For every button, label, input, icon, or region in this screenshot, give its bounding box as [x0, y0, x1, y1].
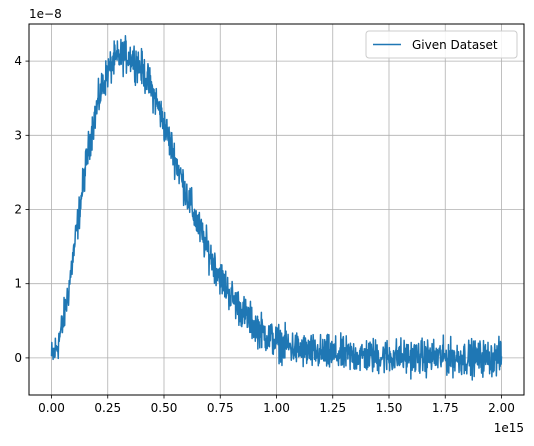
y-tick-label: 2	[14, 203, 22, 217]
x-tick-label: 1.75	[432, 401, 459, 415]
series-line	[50, 34, 503, 381]
x-tick-label: 0.75	[207, 401, 234, 415]
x-tick-label: 2.00	[488, 401, 515, 415]
grid	[29, 24, 524, 395]
x-tick-label: 0.50	[151, 401, 178, 415]
x-tick-label: 0.25	[94, 401, 121, 415]
axis-ticks: 0.00 0.25 0.50 0.75 1.00 1.25 1.50 1.75 2.00 0 1 2 3…	[14, 54, 515, 415]
y-axis-offset-label: 1e−8	[29, 7, 62, 21]
legend-label: Given Dataset	[412, 38, 498, 52]
y-tick-label: 4	[14, 54, 22, 68]
x-tick-label: 1.00	[263, 401, 290, 415]
x-tick-label: 1.50	[376, 401, 403, 415]
legend: Given Dataset	[365, 30, 518, 59]
legend-box	[365, 30, 518, 59]
y-tick-label: 0	[14, 351, 22, 365]
y-tick-label: 1	[14, 277, 22, 291]
x-axis-offset-label: 1e15	[494, 421, 524, 435]
x-tick-label: 0.00	[38, 401, 65, 415]
y-tick-label: 3	[14, 128, 22, 142]
x-tick-label: 1.25	[319, 401, 346, 415]
series-layer	[50, 34, 503, 381]
